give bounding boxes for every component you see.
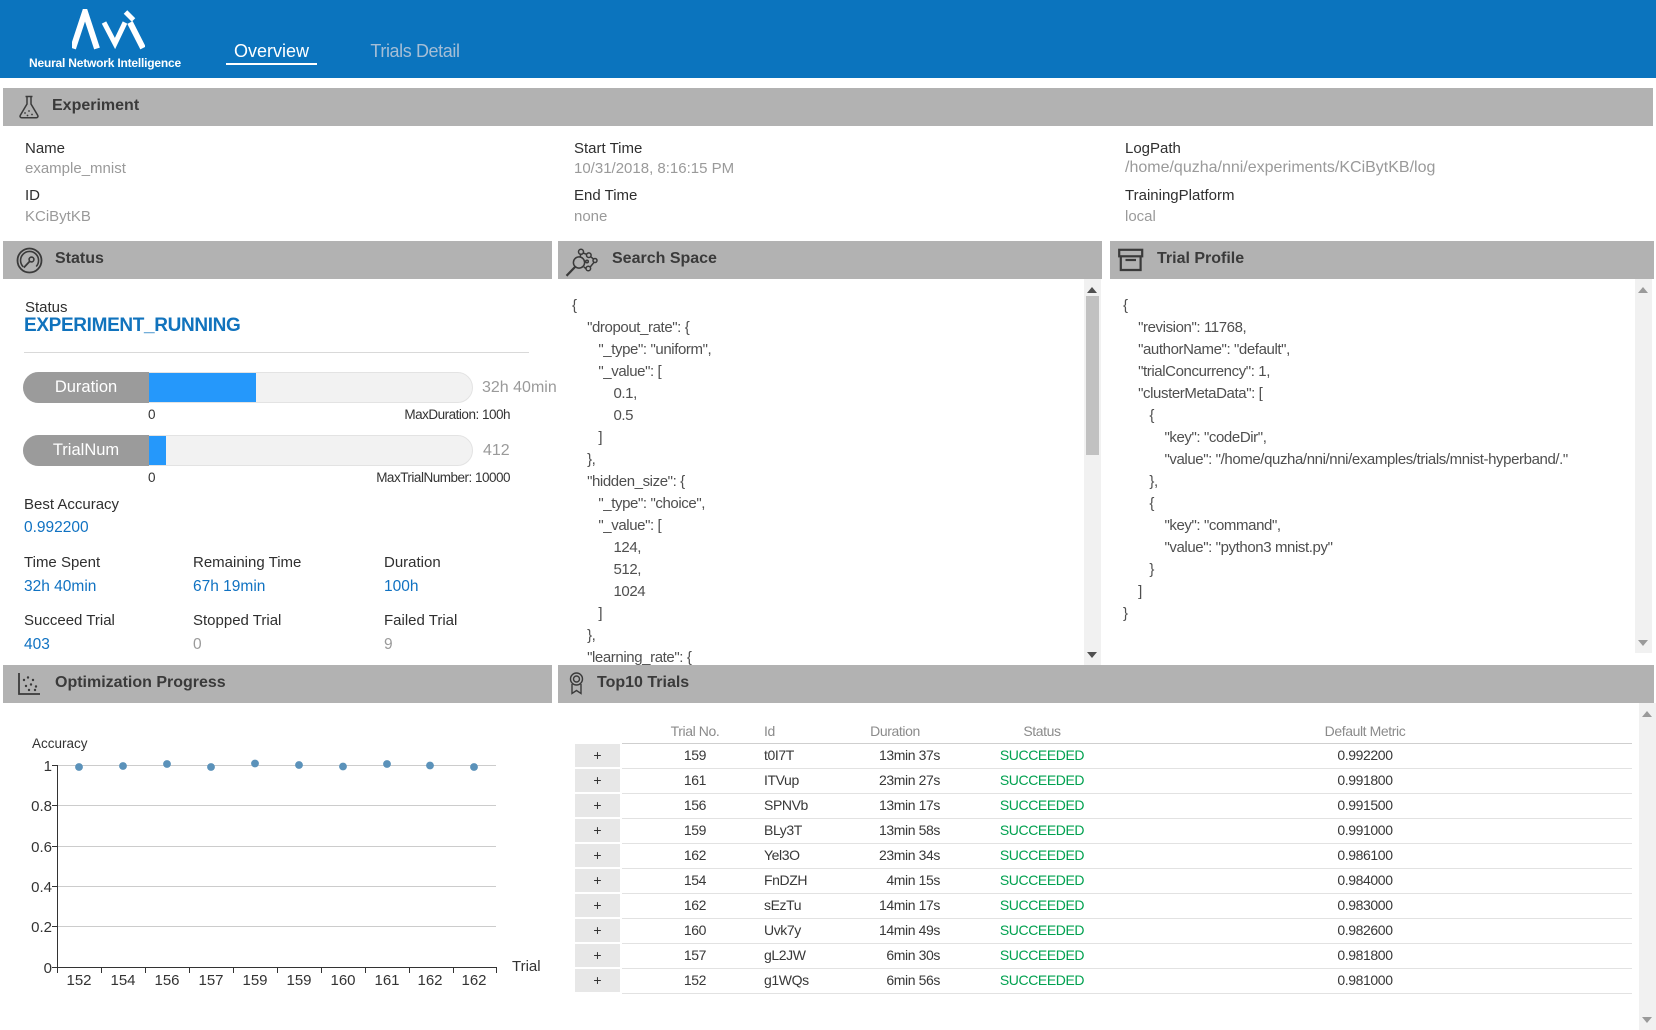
- svg-text:152: 152: [66, 972, 91, 989]
- svg-text:0.2: 0.2: [31, 919, 52, 936]
- svg-text:0.8: 0.8: [31, 798, 52, 815]
- svg-text:162: 162: [461, 972, 486, 989]
- svg-text:162: 162: [417, 972, 442, 989]
- svg-text:0: 0: [44, 960, 52, 977]
- svg-text:157: 157: [198, 972, 223, 989]
- svg-text:0.6: 0.6: [31, 839, 52, 856]
- svg-text:156: 156: [154, 972, 179, 989]
- svg-text:Accuracy: Accuracy: [32, 736, 88, 751]
- svg-text:159: 159: [242, 972, 267, 989]
- svg-text:0.4: 0.4: [31, 879, 52, 896]
- svg-text:159: 159: [286, 972, 311, 989]
- svg-text:154: 154: [110, 972, 135, 989]
- svg-text:160: 160: [330, 972, 355, 989]
- svg-text:1: 1: [44, 758, 52, 775]
- svg-text:Trial: Trial: [512, 958, 541, 975]
- svg-text:161: 161: [374, 972, 399, 989]
